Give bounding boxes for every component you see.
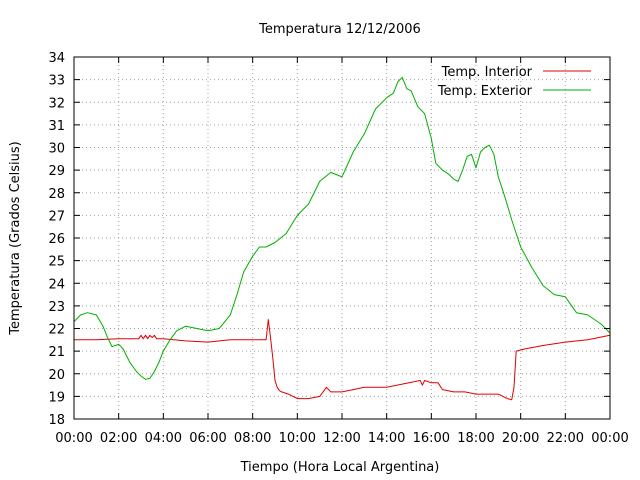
y-tick-label: 23 [48,300,65,315]
axis-ticks [73,56,611,420]
y-tick-label: 24 [48,277,65,292]
x-axis-label: Tiempo (Hora Local Argentina) [240,460,440,475]
grid [74,57,610,419]
x-tick-label: 04:00 [145,431,182,446]
series-line-exterior [73,76,611,380]
y-tick-label: 22 [48,323,65,338]
y-tick-label: 27 [48,209,65,224]
x-tick-label: 06:00 [189,431,226,446]
y-tick-label: 29 [48,164,65,179]
y-tick-label: 32 [48,96,65,111]
series-layer [73,76,611,401]
y-tick-label: 18 [48,413,65,428]
series-line-interior [74,319,611,401]
y-tick-label: 20 [48,368,65,383]
x-tick-label: 16:00 [413,431,450,446]
x-tick-label: 00:00 [591,431,628,446]
y-tick-label: 25 [48,255,65,270]
y-tick-label: 33 [48,74,65,89]
y-tick-label: 31 [48,119,65,134]
y-tick-label: 28 [48,187,65,202]
y-tick-label: 21 [48,345,65,360]
legend-label-interior: Temp. Interior [441,65,533,80]
x-tick-label: 20:00 [502,431,539,446]
x-tick-label: 22:00 [547,431,584,446]
y-tick-label: 34 [48,51,65,66]
chart-title: Temperatura 12/12/2006 [258,22,421,37]
y-axis-label: Temperatura (Grados Celsius) [8,141,23,335]
x-tick-label: 12:00 [323,431,360,446]
x-tick-label: 14:00 [368,431,405,446]
y-tick-label: 26 [48,232,65,247]
legend-label-exterior: Temp. Exterior [437,84,533,99]
y-tick-label: 19 [48,390,65,405]
x-tick-label: 18:00 [457,431,494,446]
x-tick-label: 08:00 [234,431,271,446]
y-tick-label: 30 [48,142,65,157]
x-tick-label: 00:00 [55,431,92,446]
tick-labels: 00:00 02:00 04:00 06:00 08:00 10:00 12:00 14:00… [48,51,628,446]
x-tick-label: 10:00 [279,431,316,446]
legend: Temp. Interior Temp. Exterior [437,65,591,99]
x-tick-label: 02:00 [100,431,137,446]
